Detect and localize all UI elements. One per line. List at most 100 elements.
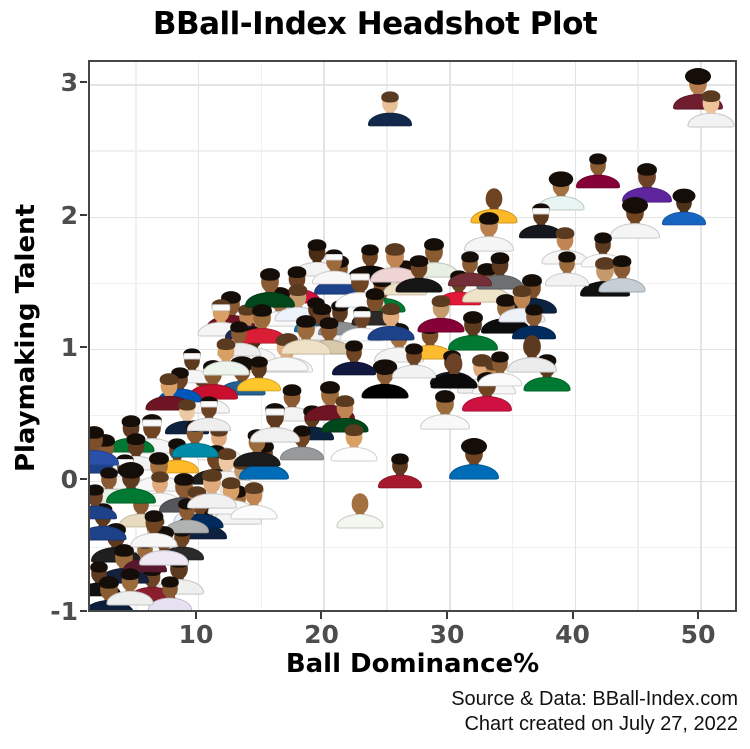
player-headshot (512, 303, 557, 339)
y-tick-3 (80, 81, 87, 84)
x-tick-label-30: 30 (429, 620, 465, 649)
gridline-x-30 (449, 62, 451, 610)
player-face (351, 493, 369, 515)
player-hair (548, 171, 573, 188)
player-hair (684, 68, 711, 86)
player-headshot (448, 251, 493, 287)
player-hair (90, 484, 104, 496)
player-headband (200, 400, 218, 407)
player-hair (461, 438, 488, 455)
y-tick-1 (80, 345, 87, 348)
player-jersey (202, 360, 250, 376)
player-jersey (367, 325, 415, 341)
player-headshot (464, 211, 515, 252)
x-tick-label-50: 50 (680, 620, 716, 649)
player-hair (432, 294, 451, 307)
player-hair (217, 448, 237, 460)
player-jersey (367, 112, 413, 127)
player-jersey (448, 272, 493, 287)
player-headshot (249, 403, 300, 443)
player-jersey (139, 550, 190, 566)
player-hair (491, 351, 510, 363)
player-hair (221, 477, 240, 489)
player-hair (275, 334, 294, 347)
player-headshot (361, 358, 409, 399)
player-headshot (395, 255, 443, 293)
gridline-y-2 (90, 216, 735, 218)
player-headband (182, 353, 201, 360)
player-jersey (361, 383, 409, 399)
player-headshot (330, 424, 378, 462)
source-caption: Source & Data: BBall-Index.com Chart cre… (451, 687, 738, 737)
player-hair (201, 469, 222, 482)
player-headshot (331, 340, 376, 376)
player-hair (365, 288, 385, 301)
player-headband (324, 254, 343, 261)
player-hair (98, 576, 119, 589)
player-hair (127, 433, 146, 446)
player-jersey (90, 449, 119, 466)
player-headshot (230, 482, 278, 520)
player-jersey (391, 364, 436, 379)
player-headshot (661, 188, 706, 226)
source-line-1: Source & Data: BBall-Index.com (451, 688, 738, 710)
player-hair (289, 284, 308, 297)
gridline-x-minor (637, 62, 639, 610)
gridline-x-50 (700, 62, 702, 610)
player-hair (344, 424, 363, 437)
player-jersey (377, 474, 423, 489)
player-hair (159, 372, 179, 385)
player-hair (177, 398, 196, 411)
player-headband (353, 311, 372, 318)
player-hair (396, 260, 414, 272)
player-jersey (280, 338, 331, 355)
player-headshot (417, 294, 466, 333)
player-hair (612, 255, 632, 268)
player-headshot (90, 484, 118, 520)
player-jersey (523, 376, 571, 392)
player-hair (167, 438, 186, 450)
player-jersey (90, 506, 118, 520)
player-hair (171, 367, 190, 379)
player-headshot (187, 396, 232, 432)
player-hair (259, 268, 280, 282)
player-hair (296, 314, 316, 328)
player-hair (555, 227, 574, 240)
player-headshot (576, 153, 621, 189)
player-headshot (367, 91, 413, 127)
player-hair (391, 453, 409, 465)
y-tick-label-3: 3 (60, 68, 78, 98)
player-jersey (506, 357, 557, 373)
player-headshot (430, 352, 478, 389)
player-hair (252, 304, 272, 317)
player-jersey (233, 452, 281, 467)
player-hair (525, 303, 544, 315)
player-headshot (336, 492, 384, 529)
player-jersey (336, 514, 384, 529)
player-hair (435, 390, 456, 403)
player-hair (381, 91, 399, 103)
player-hair (361, 244, 379, 256)
player-headshot (148, 575, 193, 610)
player-jersey (417, 317, 466, 333)
player-jersey (171, 442, 219, 458)
player-headshot (544, 251, 590, 287)
player-headshot (186, 469, 237, 509)
player-hair (672, 188, 696, 204)
player-headshot (367, 302, 415, 341)
gridline-x-minor (135, 62, 137, 610)
player-jersey (661, 211, 706, 226)
player-jersey (187, 417, 232, 432)
player-hair (161, 575, 180, 588)
player-headshot (130, 510, 178, 548)
player-headshot (449, 438, 500, 480)
player-jersey (148, 597, 193, 610)
player-jersey (331, 362, 376, 376)
player-hair (319, 317, 338, 330)
player-hair (344, 340, 363, 352)
player-headband (264, 408, 285, 416)
y-tick-0 (80, 477, 87, 480)
gridline-x-40 (574, 62, 577, 610)
player-headshot (280, 425, 325, 461)
